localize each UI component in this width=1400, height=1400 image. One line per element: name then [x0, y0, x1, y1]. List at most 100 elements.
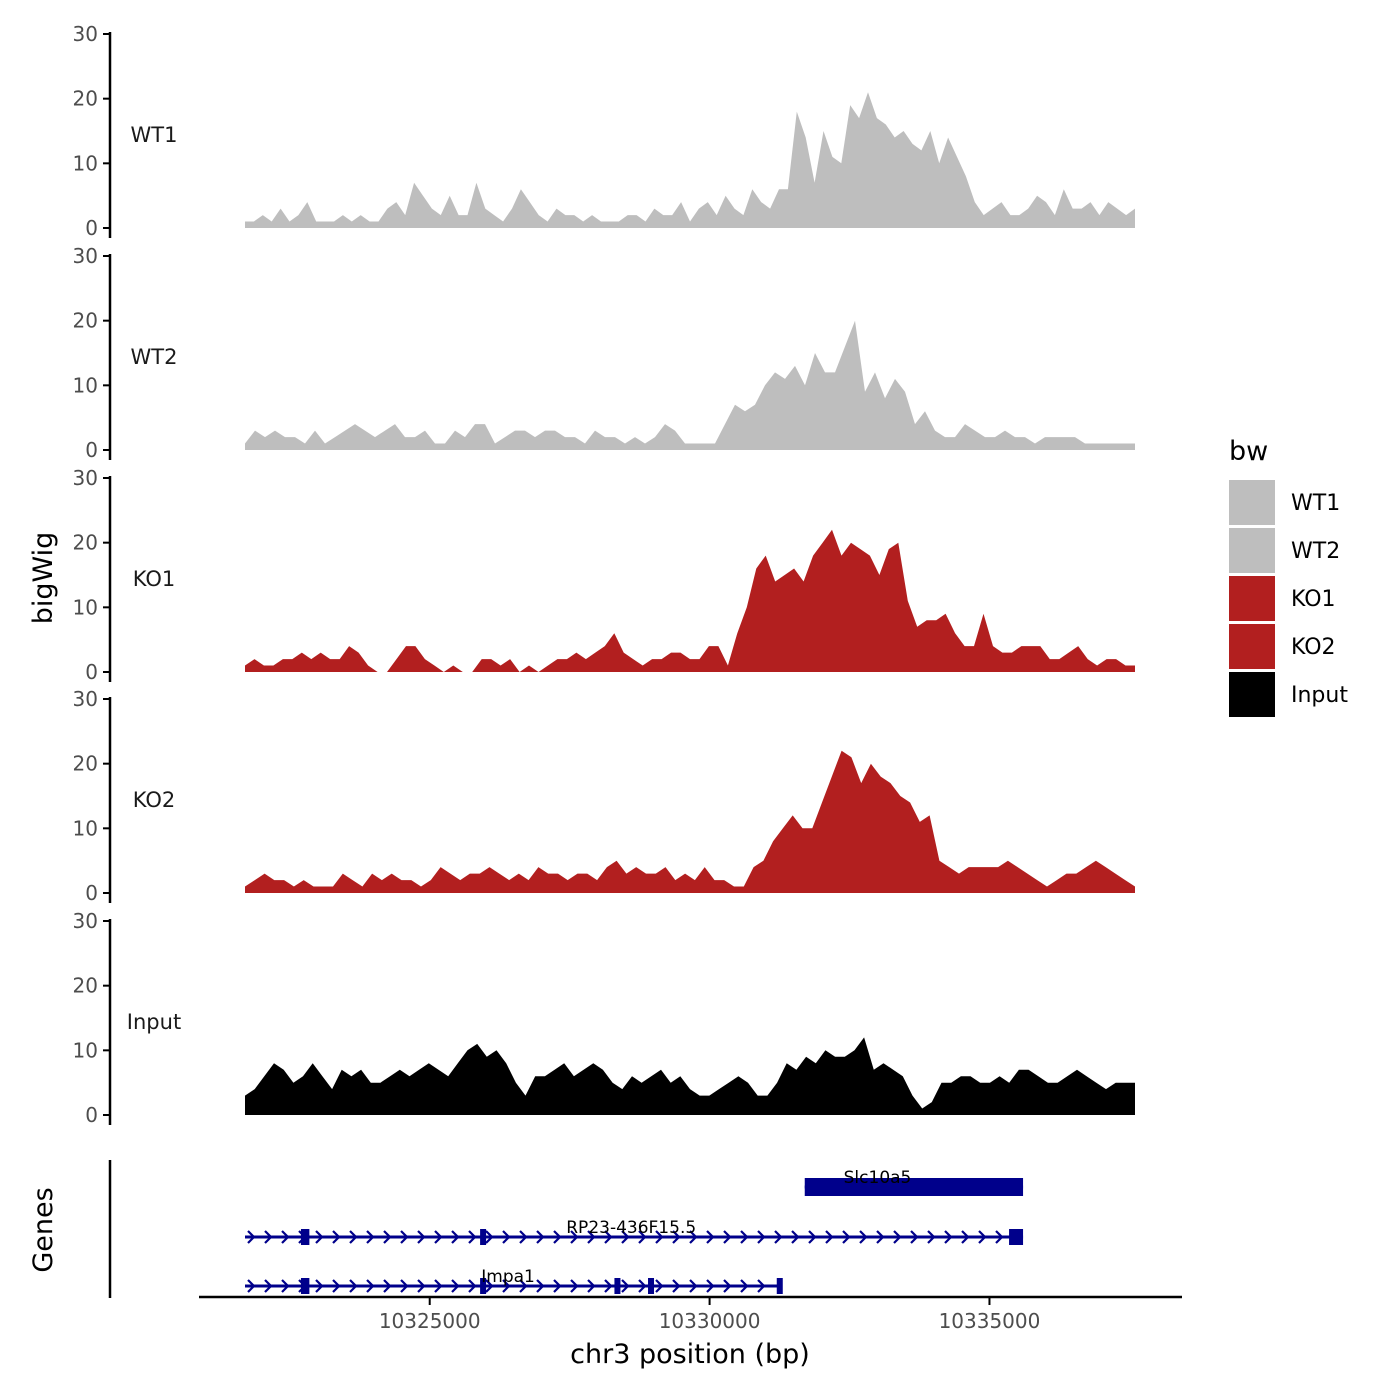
- strand-arrow: [247, 1230, 256, 1244]
- strand-arrow: [774, 1230, 783, 1244]
- strand-arrow: [655, 1279, 664, 1293]
- strand-arrow: [689, 1230, 698, 1244]
- y-tick-label: 20: [73, 87, 98, 111]
- strand-arrow: [757, 1279, 766, 1293]
- legend: bw WT1 WT2 KO1 KO2 Input: [1229, 436, 1348, 717]
- strand-arrow: [638, 1230, 647, 1244]
- strand-arrow: [876, 1230, 885, 1244]
- legend-label-wt1: WT1: [1291, 491, 1340, 516]
- strand-arrow: [723, 1230, 732, 1244]
- strand-arrow: [655, 1230, 664, 1244]
- gene-exon: [804, 1178, 1024, 1196]
- gene-label: Slc10a5: [844, 1168, 912, 1188]
- y-tick-label: 0: [85, 881, 98, 905]
- y-tick-label: 20: [73, 974, 98, 998]
- y-tick-label: 30: [73, 466, 98, 490]
- strand-arrow: [519, 1230, 528, 1244]
- strand-arrow: [553, 1279, 562, 1293]
- y-tick-label: 30: [73, 909, 98, 933]
- gene-track: Slc10a5 RP23-436F15.5 Impa1: [108, 1160, 1024, 1298]
- strand-arrow: [485, 1230, 494, 1244]
- gene-exon: [300, 1278, 310, 1294]
- strand-arrow: [740, 1230, 749, 1244]
- strand-arrow: [264, 1279, 273, 1293]
- legend-key-wt2: [1229, 528, 1275, 573]
- legend-key-ko2: [1229, 624, 1275, 669]
- y-tick-label: 0: [85, 216, 98, 240]
- strand-arrow: [672, 1230, 681, 1244]
- y-tick-label: 10: [73, 816, 98, 840]
- signal-area-ko1: [245, 529, 1135, 672]
- track-label: WT2: [131, 345, 178, 369]
- strand-arrow: [264, 1230, 273, 1244]
- track-label: KO1: [133, 567, 176, 591]
- strand-arrow: [383, 1230, 392, 1244]
- gene-exon: [614, 1278, 621, 1294]
- strand-arrow: [315, 1279, 324, 1293]
- strand-arrow: [468, 1279, 477, 1293]
- strand-arrow: [519, 1279, 528, 1293]
- track-panel-ko2: 0 10 20 30 KO2: [73, 687, 1135, 905]
- legend-key-input: [1229, 672, 1275, 717]
- genes-axis-title: Genes: [28, 1187, 59, 1272]
- y-tick-label: 0: [85, 660, 98, 684]
- strand-arrow: [689, 1279, 698, 1293]
- strand-arrow: [808, 1230, 817, 1244]
- strand-arrow: [587, 1279, 596, 1293]
- y-tick-label: 10: [73, 595, 98, 619]
- strand-arrow: [400, 1279, 409, 1293]
- strand-arrow: [604, 1230, 613, 1244]
- strand-arrow: [366, 1230, 375, 1244]
- strand-arrow: [502, 1279, 511, 1293]
- strand-arrow: [706, 1230, 715, 1244]
- y-tick-label: 10: [73, 1038, 98, 1062]
- y-tick-label: 30: [73, 244, 98, 268]
- strand-arrow: [587, 1230, 596, 1244]
- strand-arrow: [978, 1230, 987, 1244]
- strand-arrow: [366, 1279, 375, 1293]
- y-axis-title: bigWig: [28, 532, 59, 625]
- strand-arrow: [383, 1279, 392, 1293]
- legend-key-wt1: [1229, 480, 1275, 525]
- strand-arrow: [791, 1230, 800, 1244]
- strand-arrow: [468, 1230, 477, 1244]
- strand-arrow: [349, 1279, 358, 1293]
- strand-arrow: [281, 1279, 290, 1293]
- gene-impa1: Impa1: [245, 1267, 783, 1294]
- x-tick-label: 10330000: [659, 1309, 761, 1333]
- strand-arrow: [672, 1279, 681, 1293]
- strand-arrow: [706, 1279, 715, 1293]
- x-axis-title: chr3 position (bp): [570, 1339, 810, 1370]
- y-tick-label: 20: [73, 531, 98, 555]
- y-tick-label: 10: [73, 151, 98, 175]
- strand-arrow: [570, 1230, 579, 1244]
- legend-label-input: Input: [1291, 683, 1348, 708]
- strand-arrow: [451, 1230, 460, 1244]
- legend-title: bw: [1229, 436, 1268, 467]
- track-label: Input: [127, 1010, 181, 1034]
- strand-arrow: [621, 1230, 630, 1244]
- strand-arrow: [502, 1230, 511, 1244]
- strand-arrow: [315, 1230, 324, 1244]
- signal-area-wt1: [245, 92, 1135, 228]
- y-tick-label: 20: [73, 752, 98, 776]
- y-tick-label: 30: [73, 22, 98, 46]
- strand-arrow: [434, 1230, 443, 1244]
- strand-arrow: [995, 1230, 1004, 1244]
- strand-arrow: [332, 1279, 341, 1293]
- strand-arrow: [570, 1279, 579, 1293]
- strand-arrow: [910, 1230, 919, 1244]
- y-tick-label: 0: [85, 1103, 98, 1127]
- track-label: WT1: [131, 123, 178, 147]
- strand-arrow: [400, 1230, 409, 1244]
- y-tick-label: 10: [73, 373, 98, 397]
- strand-arrow: [247, 1279, 256, 1293]
- x-tick-label: 10325000: [379, 1309, 481, 1333]
- strand-arrow: [859, 1230, 868, 1244]
- strand-arrow: [723, 1279, 732, 1293]
- strand-arrow: [349, 1230, 358, 1244]
- legend-label-ko1: KO1: [1291, 587, 1336, 612]
- strand-arrow: [638, 1279, 647, 1293]
- x-axis: 10325000 10330000 10335000: [199, 1295, 1182, 1333]
